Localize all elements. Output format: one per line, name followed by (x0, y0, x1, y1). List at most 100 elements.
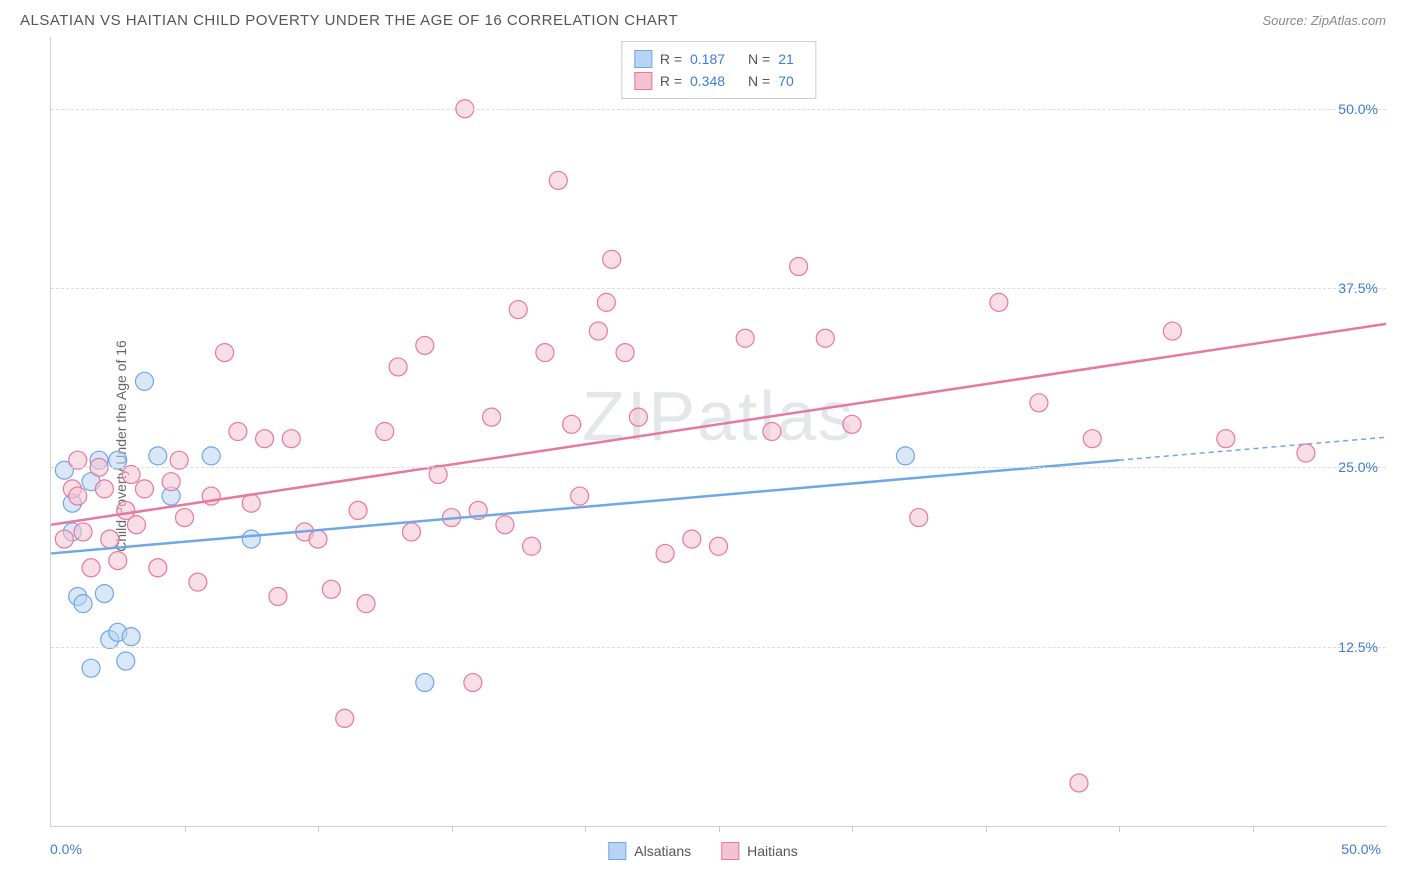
bottom-legend-item: Alsatians (608, 842, 691, 860)
data-point (483, 408, 501, 426)
x-tick (452, 826, 453, 832)
legend-r-label: R = (660, 51, 682, 67)
gridline (51, 467, 1386, 468)
legend-row: R = 0.187 N = 21 (634, 48, 803, 70)
data-point (269, 587, 287, 605)
x-tick (585, 826, 586, 832)
data-point (322, 580, 340, 598)
bottom-legend-item: Haitians (721, 842, 798, 860)
chart-title: ALSATIAN VS HAITIAN CHILD POVERTY UNDER … (20, 12, 678, 29)
data-point (242, 530, 260, 548)
data-point (1297, 444, 1315, 462)
legend-row: R = 0.348N = 70 (634, 70, 803, 92)
data-point (736, 329, 754, 347)
data-point (509, 301, 527, 319)
y-tick-label: 12.5% (1338, 639, 1378, 655)
data-point (229, 423, 247, 441)
scatter-svg (51, 37, 1386, 826)
legend-swatch (608, 842, 626, 860)
data-point (127, 516, 145, 534)
data-point (69, 487, 87, 505)
bottom-legend-label: Alsatians (634, 843, 691, 859)
data-point (710, 537, 728, 555)
regression-line-dashed (1119, 437, 1386, 460)
bottom-legend-label: Haitians (747, 843, 798, 859)
x-tick (185, 826, 186, 832)
gridline (51, 288, 1386, 289)
data-point (176, 509, 194, 527)
gridline (51, 647, 1386, 648)
data-point (416, 336, 434, 354)
data-point (82, 659, 100, 677)
data-point (896, 447, 914, 465)
data-point (149, 447, 167, 465)
legend-swatch (721, 842, 739, 860)
x-axis-min-label: 0.0% (50, 841, 82, 857)
y-tick-label: 25.0% (1338, 459, 1378, 475)
y-tick-label: 37.5% (1338, 280, 1378, 296)
legend-swatch (634, 50, 652, 68)
x-tick (1253, 826, 1254, 832)
data-point (763, 423, 781, 441)
x-tick (719, 826, 720, 832)
chart-source: Source: ZipAtlas.com (1262, 13, 1386, 28)
data-point (990, 293, 1008, 311)
y-tick-label: 50.0% (1338, 101, 1378, 117)
legend-r-value: 0.187 (690, 51, 740, 67)
correlation-legend: R = 0.187 N = 21R = 0.348 N = 70 (621, 41, 816, 99)
data-point (597, 293, 615, 311)
x-tick (986, 826, 987, 832)
data-point (816, 329, 834, 347)
data-point (336, 709, 354, 727)
data-point (1030, 394, 1048, 412)
data-point (135, 372, 153, 390)
series-legend: Alsatians Haitians (608, 842, 797, 860)
data-point (1163, 322, 1181, 340)
data-point (1217, 430, 1235, 448)
regression-line (51, 460, 1119, 553)
data-point (216, 344, 234, 362)
data-point (357, 595, 375, 613)
data-point (464, 674, 482, 692)
data-point (402, 523, 420, 541)
data-point (74, 523, 92, 541)
x-axis-max-label: 50.0% (1341, 841, 1381, 857)
data-point (589, 322, 607, 340)
data-point (162, 473, 180, 491)
chart-header: ALSATIAN VS HAITIAN CHILD POVERTY UNDER … (0, 0, 1406, 37)
data-point (349, 501, 367, 519)
data-point (416, 674, 434, 692)
data-point (571, 487, 589, 505)
legend-n-label: N = (748, 51, 770, 67)
data-point (149, 559, 167, 577)
legend-n-label: N = (748, 73, 770, 89)
legend-n-value: 21 (778, 51, 803, 67)
data-point (74, 595, 92, 613)
legend-n-value: 70 (778, 73, 803, 89)
data-point (629, 408, 647, 426)
data-point (55, 530, 73, 548)
data-point (563, 415, 581, 433)
data-point (910, 509, 928, 527)
data-point (376, 423, 394, 441)
data-point (790, 258, 808, 276)
data-point (843, 415, 861, 433)
data-point (109, 552, 127, 570)
data-point (256, 430, 274, 448)
data-point (523, 537, 541, 555)
data-point (656, 544, 674, 562)
data-point (496, 516, 514, 534)
data-point (242, 494, 260, 512)
legend-r-value: 0.348 (690, 73, 740, 89)
x-tick (318, 826, 319, 832)
data-point (202, 447, 220, 465)
data-point (536, 344, 554, 362)
gridline (51, 109, 1386, 110)
data-point (95, 585, 113, 603)
data-point (135, 480, 153, 498)
data-point (82, 559, 100, 577)
data-point (117, 652, 135, 670)
data-point (101, 530, 119, 548)
data-point (189, 573, 207, 591)
data-point (616, 344, 634, 362)
